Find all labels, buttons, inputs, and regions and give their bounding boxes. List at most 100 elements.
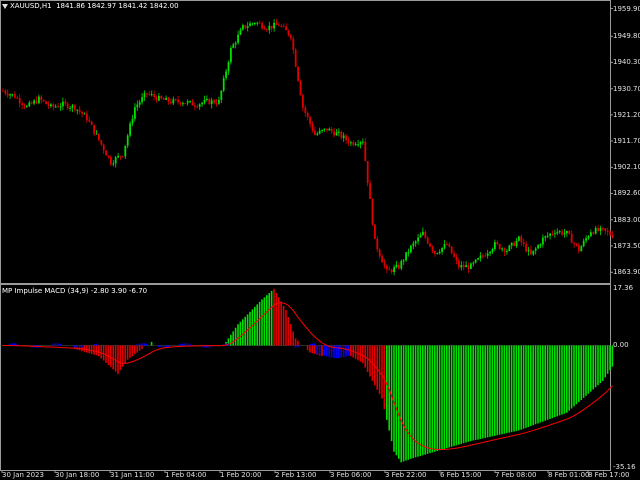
candle-body — [62, 101, 64, 107]
histogram-bar — [126, 345, 129, 360]
candle-body — [9, 94, 11, 96]
candle-body — [227, 62, 230, 72]
histogram-bar — [266, 295, 268, 346]
histogram-bar — [573, 345, 575, 407]
histogram-bar-blue — [314, 343, 316, 346]
candle-body — [381, 256, 383, 263]
candle-body — [196, 106, 199, 108]
histogram-bar — [138, 345, 141, 351]
histogram-bar-blue — [186, 343, 189, 346]
candle-body — [465, 265, 467, 268]
candle-body — [489, 251, 491, 254]
candle-body — [237, 34, 239, 43]
candle-body — [366, 161, 369, 184]
histogram-bar-blue — [76, 345, 78, 348]
histogram-bar — [114, 345, 117, 372]
candle-body — [340, 131, 343, 138]
candle-body — [412, 243, 415, 246]
histogram-bar — [268, 293, 270, 346]
histogram-bar — [458, 345, 460, 445]
histogram-bar — [532, 345, 534, 426]
candle-body — [494, 242, 496, 250]
candle-body — [568, 230, 571, 234]
histogram-bar — [551, 345, 554, 419]
candle-body — [18, 97, 21, 104]
histogram-bar — [491, 345, 494, 437]
candle-body — [525, 244, 527, 252]
histogram-bar — [390, 345, 393, 442]
candle-body — [244, 25, 247, 28]
candle-body — [309, 117, 311, 124]
histogram-bar-blue — [326, 345, 328, 357]
candle-body — [174, 99, 177, 101]
candle-body — [407, 252, 410, 254]
histogram-bar-blue — [138, 343, 141, 346]
histogram-bar — [450, 345, 453, 447]
histogram-bar — [542, 345, 544, 422]
histogram-bar-blue — [57, 343, 59, 346]
candle-body — [16, 97, 19, 99]
histogram-bar-blue — [210, 345, 213, 348]
candle-body — [268, 25, 271, 30]
candle-body — [50, 104, 52, 107]
histogram-bar-blue — [316, 345, 318, 355]
candle-body — [6, 93, 9, 96]
candle-body — [107, 155, 110, 157]
histogram-bar — [503, 345, 506, 434]
candle-body — [582, 240, 585, 247]
time-tick-label: 6 Feb 15:00 — [440, 471, 482, 479]
candle-body — [170, 101, 172, 104]
candle-body — [602, 227, 604, 229]
histogram-bar — [95, 345, 98, 356]
time-tick-label: 30 Jan 18:00 — [55, 471, 100, 479]
candle-body — [83, 113, 86, 115]
histogram-bar — [119, 345, 122, 371]
candle-body — [90, 121, 93, 125]
histogram-bar — [501, 345, 503, 435]
time-tick-label: 1 Feb 04:00 — [165, 471, 207, 479]
histogram-bar-blue — [189, 343, 191, 346]
histogram-bar-blue — [347, 345, 350, 356]
time-tick-label: 7 Feb 08:00 — [495, 471, 537, 479]
candle-body — [294, 49, 297, 67]
histogram-bar — [590, 345, 592, 392]
histogram-bar — [460, 345, 462, 444]
candle-body — [374, 224, 376, 239]
histogram-bar — [434, 345, 436, 452]
histogram-bar-blue — [78, 345, 81, 348]
candle-body — [434, 250, 436, 254]
candle-body — [417, 237, 419, 242]
candle-body — [342, 135, 345, 138]
candle-body — [42, 99, 45, 102]
candle-body — [496, 242, 499, 245]
candle-body — [556, 231, 559, 234]
histogram-bar — [578, 345, 580, 403]
candle-body — [26, 106, 28, 108]
candle-body — [330, 128, 333, 132]
histogram-bar — [117, 345, 119, 374]
candle-body — [311, 123, 314, 131]
price-tick-label: 1883.00 — [613, 215, 640, 224]
histogram-bar — [426, 345, 429, 454]
candle-body — [347, 140, 350, 144]
histogram-bar — [129, 345, 131, 358]
candle-body — [194, 105, 196, 107]
histogram-bar — [474, 345, 477, 441]
candle-body — [321, 129, 323, 131]
histogram-bar — [105, 345, 107, 363]
candle-body — [520, 236, 523, 243]
triangle-down-icon[interactable] — [2, 3, 8, 9]
histogram-bar — [76, 345, 78, 350]
candle-body — [378, 249, 381, 257]
candle-body — [203, 99, 206, 103]
candle-body — [270, 25, 273, 29]
candle-body — [426, 237, 429, 244]
candle-body — [506, 250, 508, 252]
price-tick-label: 1863.90 — [613, 268, 640, 277]
candle-body — [606, 230, 609, 232]
histogram-bar — [494, 345, 496, 436]
histogram-bar — [393, 345, 395, 452]
histogram-bar — [110, 345, 112, 368]
histogram-bar — [282, 305, 285, 346]
